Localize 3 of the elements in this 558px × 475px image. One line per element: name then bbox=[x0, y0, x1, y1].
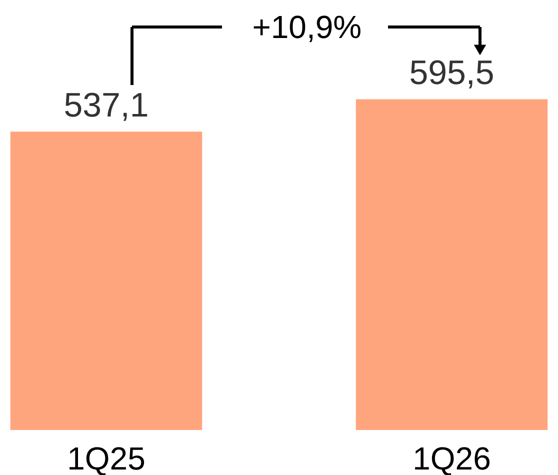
data-label: 595,5 bbox=[409, 54, 494, 92]
text: +10,9% bbox=[252, 9, 362, 45]
data-label: 537,1 bbox=[64, 86, 149, 125]
